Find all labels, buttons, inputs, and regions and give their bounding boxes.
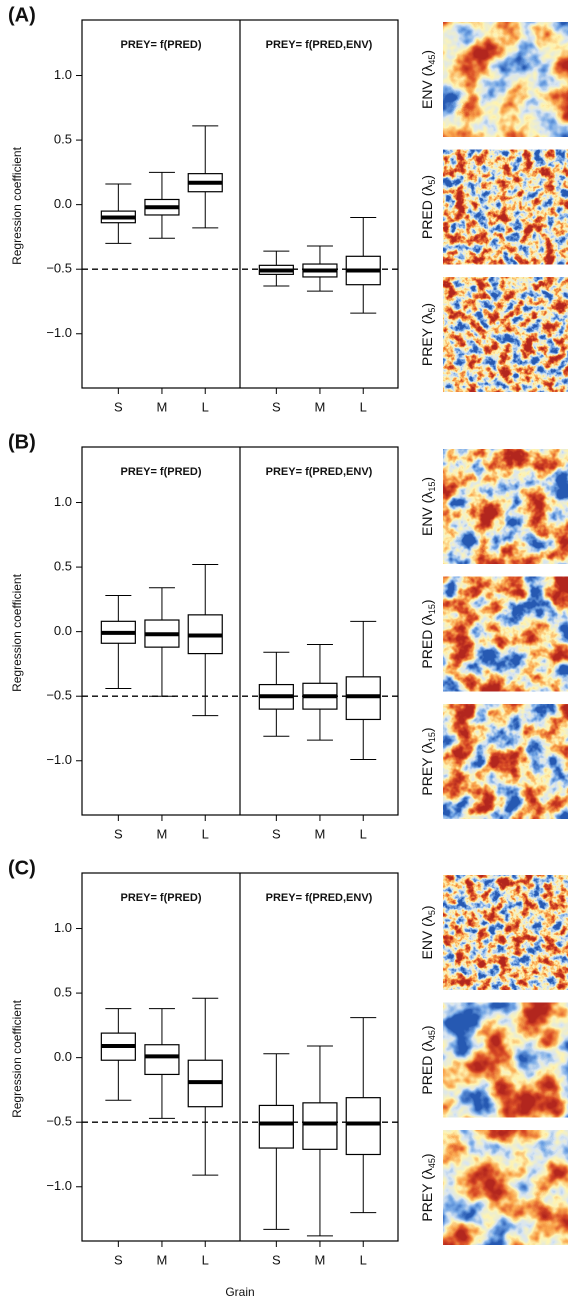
x-tick-label: L <box>360 826 367 841</box>
box <box>258 1104 294 1149</box>
heatmap <box>443 576 568 692</box>
label-part: ) <box>419 175 435 180</box>
label-part: 5 <box>427 308 437 313</box>
heatmap <box>443 704 568 819</box>
y-tick-label: 0.0 <box>54 196 72 211</box>
label-part: PREY (λ <box>419 742 435 795</box>
y-tick-label: −0.5 <box>46 1114 72 1129</box>
heatmap-label: PREY (λ5) <box>419 303 438 366</box>
label-part: ENV (λ <box>419 915 435 959</box>
x-tick-label: M <box>315 399 326 414</box>
x-tick-label: L <box>202 826 209 841</box>
y-tick-label: 0.0 <box>54 623 72 638</box>
x-tick-label: S <box>114 1252 123 1267</box>
x-tick-label: L <box>202 1252 209 1267</box>
y-tick-label: 1.0 <box>54 494 72 509</box>
label-part: 5 <box>427 180 437 185</box>
x-tick-label: M <box>315 826 326 841</box>
label-part: ) <box>419 727 435 732</box>
label-part: 15 <box>427 732 437 742</box>
y-tick-label: 0.5 <box>54 985 72 1000</box>
heatmap-label: PRED (λ15) <box>419 599 438 668</box>
label-part: ENV (λ <box>419 65 435 109</box>
label-part: ) <box>419 1153 435 1158</box>
heatmap <box>443 149 568 265</box>
y-axis-label: Regression coefficient <box>10 146 24 265</box>
heatmap-label: ENV (λ15) <box>419 477 438 536</box>
heatmap <box>443 22 568 137</box>
label-part: PRED (λ <box>419 1040 435 1094</box>
x-tick-label: M <box>157 826 168 841</box>
label-part: PRED (λ <box>419 185 435 239</box>
x-axis-label: Grain <box>225 1285 254 1299</box>
y-tick-label: 0.5 <box>54 132 72 147</box>
label-part: ENV (λ <box>419 492 435 536</box>
x-tick-label: S <box>114 826 123 841</box>
label-part: 45 <box>427 1158 437 1168</box>
label-part: 5 <box>427 910 437 915</box>
group-title: PREY= f(PRED,ENV) <box>266 39 373 51</box>
y-tick-label: −1.0 <box>46 752 72 767</box>
heatmap-label: PREY (λ45) <box>419 1153 438 1221</box>
y-tick-label: −0.5 <box>46 688 72 703</box>
group-title: PREY= f(PRED) <box>121 466 202 478</box>
label-part: 45 <box>427 1030 437 1040</box>
x-tick-label: M <box>157 1252 168 1267</box>
label-part: 15 <box>427 482 437 492</box>
group-title: PREY= f(PRED) <box>121 39 202 51</box>
box <box>345 1097 381 1156</box>
heatmap <box>443 1130 568 1245</box>
y-tick-label: 0.0 <box>54 1049 72 1064</box>
box <box>144 1044 180 1076</box>
label-part: ) <box>419 599 435 604</box>
heatmap-label: PRED (λ5) <box>419 175 438 239</box>
x-tick-label: L <box>360 1252 367 1267</box>
panel-label: (B) <box>8 431 36 453</box>
x-tick-label: L <box>360 399 367 414</box>
panel-label: (C) <box>8 857 36 879</box>
label-part: ) <box>419 477 435 482</box>
label-part: PREY (λ <box>419 1168 435 1221</box>
heatmap-label: ENV (λ45) <box>419 50 438 109</box>
group-title: PREY= f(PRED) <box>121 892 202 904</box>
y-tick-label: −1.0 <box>46 1178 72 1193</box>
box <box>302 1102 338 1150</box>
x-tick-label: S <box>272 1252 281 1267</box>
x-tick-label: S <box>272 399 281 414</box>
x-tick-label: M <box>157 399 168 414</box>
y-axis-label: Regression coefficient <box>10 999 24 1118</box>
heatmap-label: PREY (λ15) <box>419 727 438 795</box>
label-part: PRED (λ <box>419 614 435 668</box>
x-tick-label: S <box>272 826 281 841</box>
y-axis-label: Regression coefficient <box>10 573 24 692</box>
label-part: 15 <box>427 604 437 614</box>
label-part: 45 <box>427 55 437 65</box>
y-tick-label: 1.0 <box>54 67 72 82</box>
y-tick-label: 1.0 <box>54 920 72 935</box>
group-title: PREY= f(PRED,ENV) <box>266 892 373 904</box>
group-title: PREY= f(PRED,ENV) <box>266 466 373 478</box>
x-tick-label: M <box>315 1252 326 1267</box>
label-part: ) <box>419 905 435 910</box>
label-part: PREY (λ <box>419 313 435 366</box>
y-tick-label: 0.5 <box>54 559 72 574</box>
y-tick-label: −0.5 <box>46 261 72 276</box>
heatmap <box>443 277 568 392</box>
heatmap <box>443 449 568 564</box>
x-tick-label: S <box>114 399 123 414</box>
label-part: ) <box>419 50 435 55</box>
heatmap-label: ENV (λ5) <box>419 905 438 959</box>
panel-label: (A) <box>8 4 36 26</box>
heatmap <box>443 1002 568 1118</box>
y-tick-label: −1.0 <box>46 325 72 340</box>
x-tick-label: L <box>202 399 209 414</box>
label-part: ) <box>419 1025 435 1030</box>
label-part: ) <box>419 303 435 308</box>
heatmap <box>443 875 568 990</box>
heatmap-label: PRED (λ45) <box>419 1025 438 1094</box>
